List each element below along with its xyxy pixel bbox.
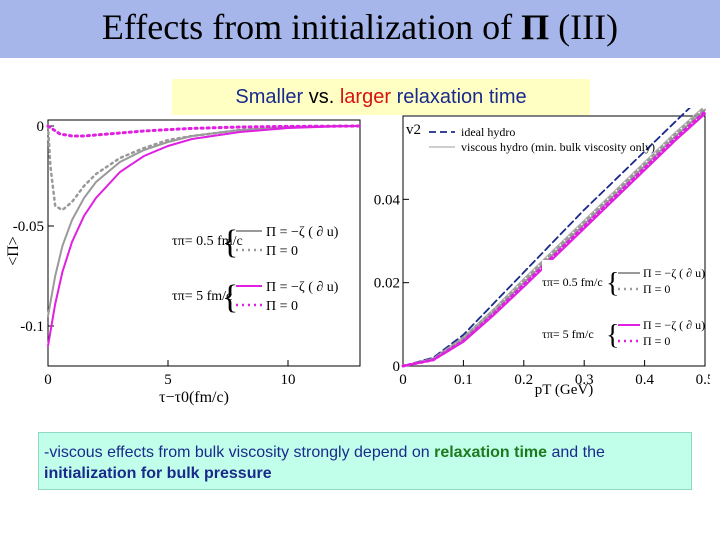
left-yaxis-label: <Π> bbox=[5, 236, 22, 266]
right-legend-tau-5-bg bbox=[542, 312, 704, 352]
right-xtick-label: 0.2 bbox=[514, 372, 533, 388]
right-series-gray-dotted bbox=[401, 108, 707, 368]
left-legend-tau-5: τπ= 5 fm/c{ Π = −ζ ( ∂ u) Π = 0 bbox=[172, 279, 339, 316]
title-bar bbox=[0, 0, 720, 58]
right-legend-tau-0-5: τπ= 0.5 fm/c{ Π = −ζ ( ∂ u) Π = 0 bbox=[542, 260, 705, 300]
slide-title: Effects from initialization of Π (III) bbox=[0, 6, 720, 48]
left-series-gray-dotted bbox=[46, 124, 362, 212]
left-legend-tau-5-dotted-label: Π = 0 bbox=[266, 299, 298, 314]
subtitle-rest: relaxation time bbox=[396, 86, 527, 108]
right-plot-frame bbox=[402, 115, 706, 367]
right-legend-tau-5-dotted-label: Π = 0 bbox=[643, 334, 670, 348]
right-legend-tau-5-brace: { bbox=[606, 320, 619, 351]
title-symbol: Π bbox=[521, 7, 550, 47]
right-ytick-label: 0.02 bbox=[374, 276, 400, 292]
right-series-magenta-dotted bbox=[401, 110, 707, 368]
right-legend-tau-0-5-label: τπ= 0.5 fm/c bbox=[542, 275, 603, 289]
right-series-navy-dashed bbox=[402, 108, 691, 367]
right-xtick-label: 0.1 bbox=[454, 372, 473, 388]
subtitle-box: Smaller vs. larger relaxation time bbox=[172, 79, 590, 115]
right-legend-viscous-label: viscous hydro (min. bulk viscosity only) bbox=[461, 140, 655, 154]
left-legend-tau-0-5-dotted-label: Π = 0 bbox=[266, 244, 298, 259]
right-legend-tau-0-5-solid-label: Π = −ζ ( ∂ u) bbox=[643, 266, 705, 280]
left-xtick-label: 10 bbox=[281, 372, 296, 388]
right-ytick-label: 0.04 bbox=[374, 192, 401, 208]
title-suffix: (III) bbox=[558, 7, 619, 47]
subtitle-larger: larger bbox=[339, 86, 391, 108]
left-ytick-label: 0 bbox=[37, 119, 45, 135]
left-legend-tau-0-5-solid-label: Π = −ζ ( ∂ u) bbox=[266, 225, 339, 240]
left-series-magenta-solid bbox=[47, 125, 361, 347]
right-legend-tau-5-solid-label: Π = −ζ ( ∂ u) bbox=[643, 318, 705, 332]
left-xtick-label: 5 bbox=[164, 372, 172, 388]
note-part3: and the bbox=[551, 444, 605, 461]
right-xtick-label: 0 bbox=[399, 372, 407, 388]
left-ytick-label: -0.05 bbox=[13, 219, 44, 235]
note-relaxation-time: relaxation time bbox=[434, 444, 548, 461]
subtitle-smaller: Smaller bbox=[235, 86, 304, 108]
right-legend-tau-5: τπ= 5 fm/c { Π = −ζ ( ∂ u) Π = 0 bbox=[542, 312, 705, 352]
right-legend-tau-5-label: τπ= 5 fm/c bbox=[542, 327, 594, 341]
chart-elliptic-flow: 0 0.1 0.2 0.3 0.4 0.5 0 0.02 0.04 pT (GeV) v2 idea… bbox=[374, 108, 710, 398]
left-xaxis-label: τ−τ0(fm/c) bbox=[159, 389, 229, 406]
right-xtick-label: 0.3 bbox=[575, 372, 594, 388]
right-legend-ideal-label: ideal hydro bbox=[461, 125, 515, 139]
right-xaxis-label: pT (GeV) bbox=[535, 382, 593, 398]
left-series-magenta-dotted bbox=[46, 124, 362, 138]
left-plot-frame bbox=[47, 119, 361, 367]
chart-bulk-pressure: 0 5 10 0 -0.05 -0.1 τ−τ0(fm/c) <Π> τπ= 0.5 fm/c… bbox=[5, 119, 362, 406]
title-text: Effects from initialization of bbox=[101, 7, 513, 47]
right-yaxis-label: v2 bbox=[406, 122, 421, 138]
note-part1: -viscous effects from bulk viscosity str… bbox=[44, 444, 430, 461]
conclusion-text: -viscous effects from bulk viscosity str… bbox=[44, 442, 684, 484]
left-xtick-label: 0 bbox=[44, 372, 52, 388]
left-legend-tau-5-label: τπ= 5 fm/c bbox=[172, 289, 232, 304]
left-legend-tau-0-5-brace: { bbox=[222, 224, 238, 261]
left-legend-tau-0-5-label: τπ= 0.5 fm/c bbox=[172, 234, 243, 249]
note-initialization: initialization for bulk pressure bbox=[44, 465, 272, 482]
left-ytick-label: -0.1 bbox=[20, 319, 44, 335]
left-legend-tau-5-brace: { bbox=[222, 279, 238, 316]
right-xtick-label: 0.5 bbox=[696, 372, 710, 388]
right-xtick-label: 0.4 bbox=[635, 372, 654, 388]
subtitle-vs: vs. bbox=[308, 86, 335, 108]
conclusion-box: -viscous effects from bulk viscosity str… bbox=[38, 432, 692, 490]
right-legend-tau-0-5-dotted-label: Π = 0 bbox=[643, 282, 670, 296]
right-ytick-label: 0 bbox=[393, 359, 401, 375]
left-legend-tau-0-5: τπ= 0.5 fm/c{ Π = −ζ ( ∂ u) Π = 0 bbox=[172, 224, 339, 261]
left-legend-tau-5-solid-label: Π = −ζ ( ∂ u) bbox=[266, 280, 339, 295]
right-legend-tau-0-5-bg bbox=[542, 260, 704, 300]
right-legend-tau-0-5-brace: { bbox=[606, 268, 619, 299]
